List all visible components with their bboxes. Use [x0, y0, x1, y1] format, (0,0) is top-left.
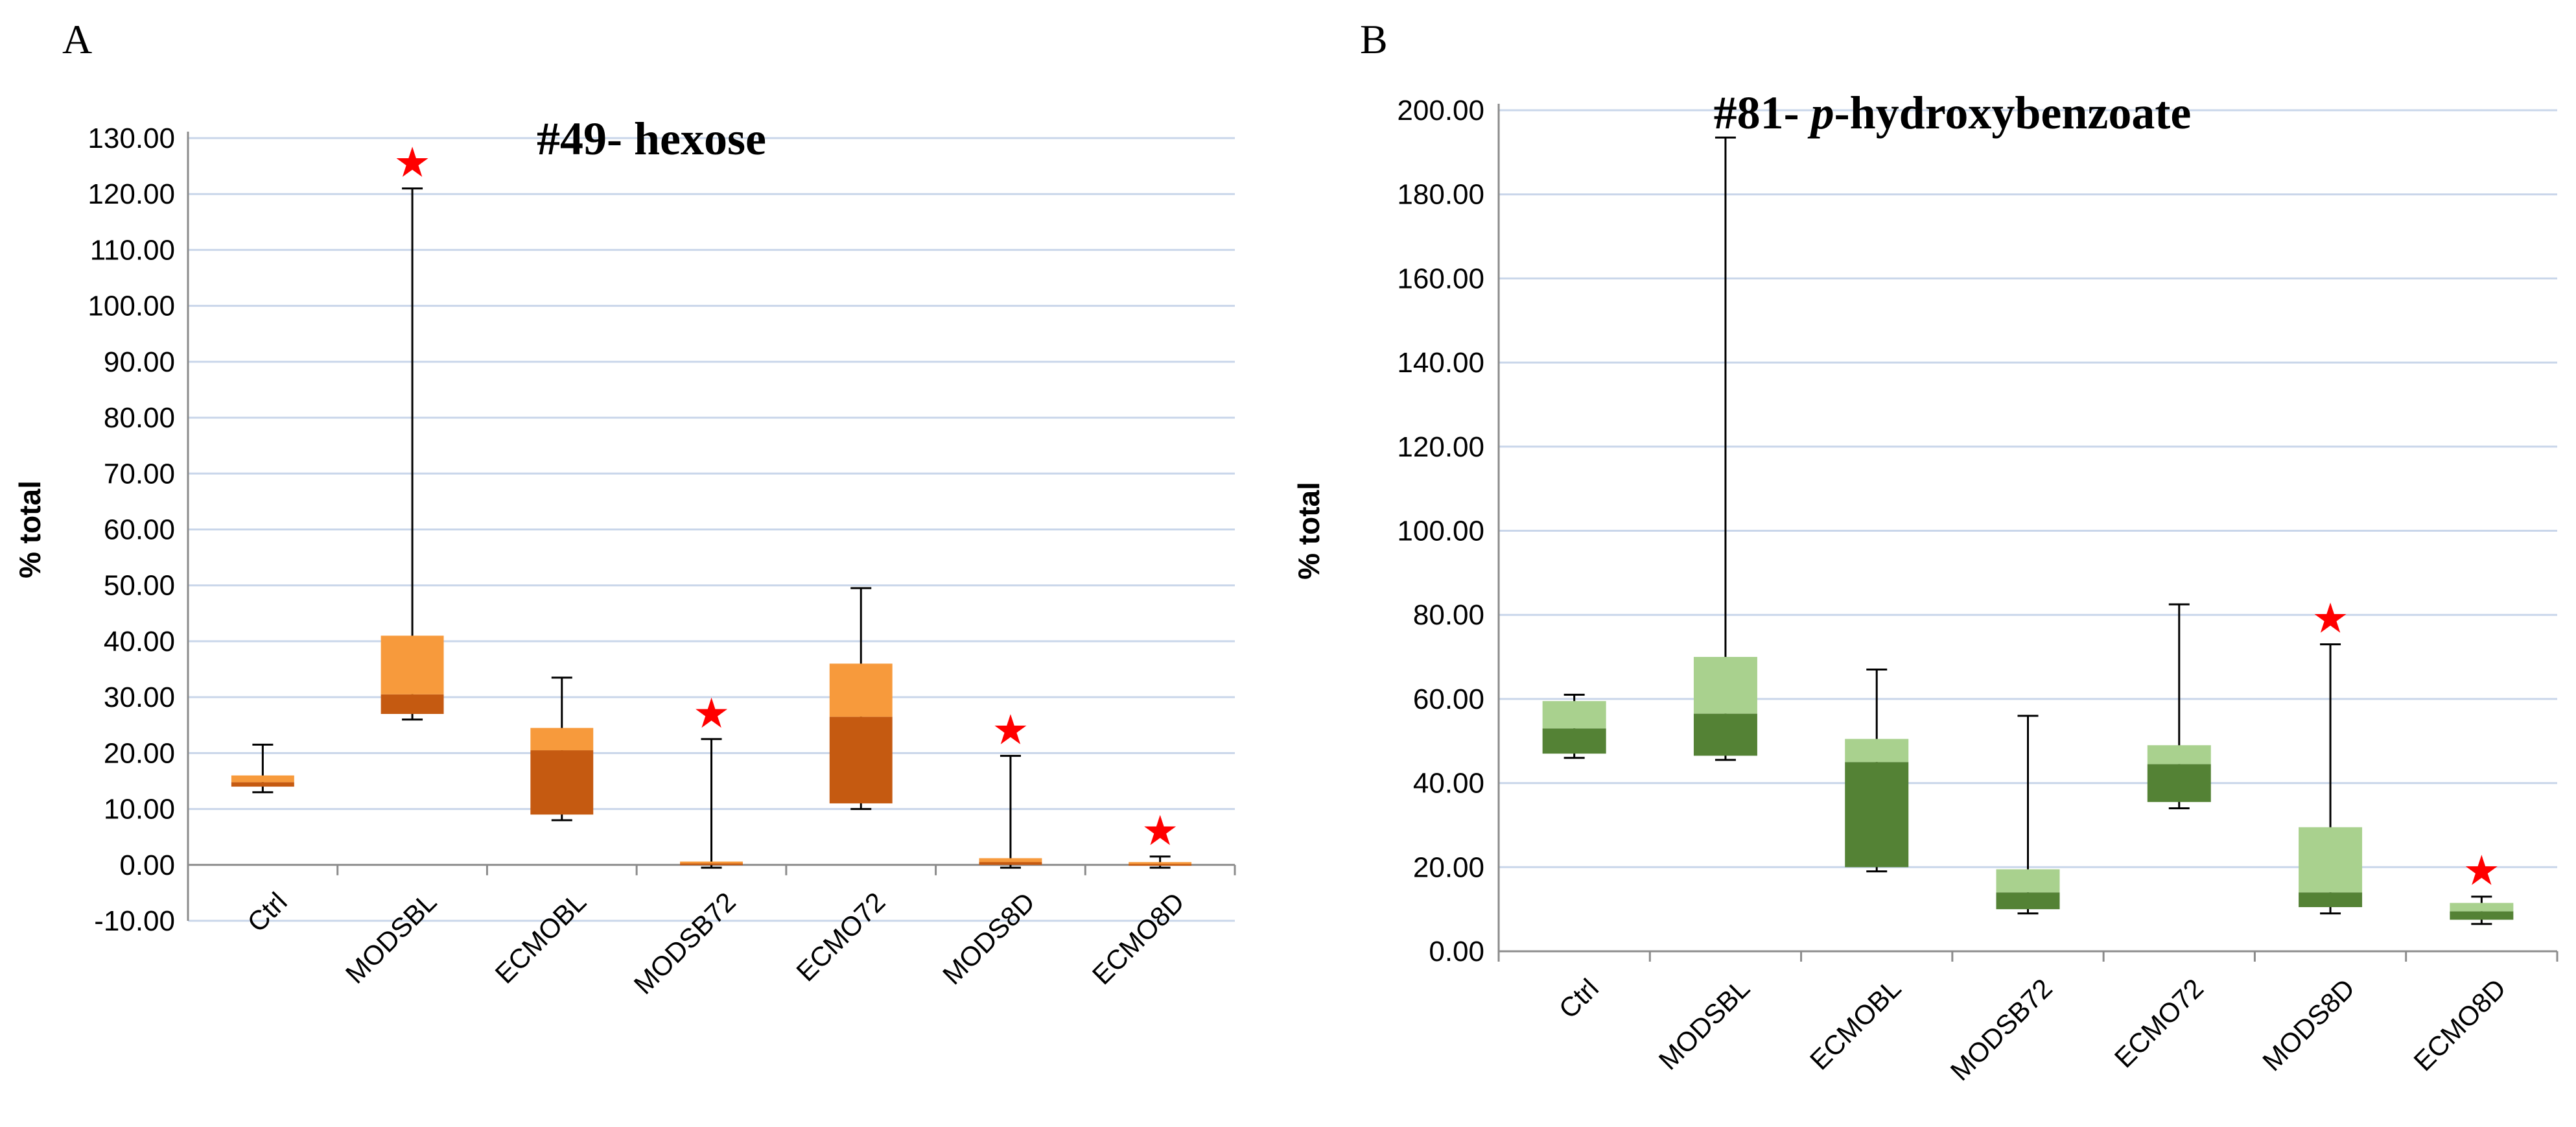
significance-star: ★	[1142, 807, 1178, 855]
significance-star: ★	[693, 690, 730, 738]
y-tick-label: 30.00	[104, 682, 175, 713]
box-upper-MODS8D	[2299, 827, 2363, 893]
box-lower-Ctrl	[1542, 728, 1606, 754]
box-lower-Ctrl	[231, 782, 294, 787]
y-axis-label-b: % total	[1292, 482, 1326, 580]
title-part: -hydroxybenzoate	[1834, 87, 2192, 139]
box-lower-MODS8D	[979, 862, 1042, 865]
y-tick-label: 0.00	[1429, 936, 1484, 967]
chart-panel-a: A -10.00 0.00 10.00 20.00 30.00 40.00 50.00 60.…	[13, 16, 1236, 1000]
x-category-label: ECMO8D	[2407, 973, 2511, 1076]
box-lower-ECMO8D	[2450, 911, 2514, 920]
x-category-label: MODS8D	[937, 886, 1040, 990]
significance-star: ★	[393, 139, 430, 187]
box-lower-ECMOBL	[1845, 762, 1909, 868]
chart-panel-b: B 0.00 20.00 40.00 60.00 80.00 100.00 120.00 14…	[1292, 16, 2558, 1086]
x-category-labels-a: Ctrl MODSBL ECMOBL MODSB72 ECMO72 MODS8D ECMO8…	[241, 886, 1190, 1000]
box-lower-MODSBL	[1693, 713, 1757, 756]
x-category-label: MODSBL	[1653, 973, 1756, 1076]
box-lower-ECMO72	[829, 717, 893, 803]
gridlines-b	[1497, 104, 2558, 962]
y-tick-label: 80.00	[104, 402, 175, 434]
box-upper-ECMO8D	[1129, 862, 1192, 864]
y-tick-label: 200.00	[1397, 95, 1484, 126]
box-lower-MODS8D	[2299, 892, 2363, 907]
y-tick-label: 40.00	[1413, 768, 1484, 800]
y-tick-label: 140.00	[1397, 347, 1484, 379]
box-upper-MODSBL	[381, 635, 444, 694]
x-category-label: Ctrl	[241, 886, 292, 938]
y-tick-label: 130.00	[88, 123, 175, 154]
x-category-label: MODS8D	[2256, 973, 2360, 1076]
box-lower-ECMO72	[2147, 764, 2211, 802]
y-tick-label: 160.00	[1397, 263, 1484, 294]
y-axis-label-a: % total	[13, 480, 47, 578]
box-upper-MODSB72	[1996, 869, 2060, 893]
box-upper-MODSBL	[1693, 657, 1757, 714]
boxes-b: ★★	[1542, 136, 2514, 925]
y-tick-label: 180.00	[1397, 179, 1484, 211]
x-category-label: Ctrl	[1553, 973, 1604, 1024]
x-category-label: MODSBL	[340, 886, 443, 990]
chart-title-a: #49- hexose	[537, 113, 766, 165]
y-tick-label: 60.00	[1413, 683, 1484, 715]
gridlines-a	[187, 132, 1236, 922]
box-lower-ECMOBL	[530, 750, 594, 815]
significance-star: ★	[2463, 848, 2500, 896]
y-tick-label: 10.00	[104, 794, 175, 825]
box-lower-MODSB72	[1996, 892, 2060, 910]
x-category-label: MODSB72	[1945, 973, 2058, 1086]
box-upper-Ctrl	[1542, 701, 1606, 729]
x-category-label: MODSB72	[628, 886, 742, 1000]
title-part: #49- hexose	[537, 113, 766, 165]
y-tick-label: 70.00	[104, 458, 175, 490]
panel-label-b: B	[1360, 16, 1388, 62]
box-upper-ECMOBL	[530, 728, 594, 751]
box-upper-Ctrl	[231, 775, 294, 783]
y-tick-label: 60.00	[104, 514, 175, 546]
chart-title-b: #81- p-hydroxybenzoate	[1714, 87, 2192, 139]
title-part: #81-	[1714, 87, 1811, 139]
y-tick-label: 100.00	[88, 291, 175, 322]
x-category-label: ECMOBL	[1804, 973, 1907, 1076]
y-tick-label: 120.00	[1397, 431, 1484, 463]
box-upper-MODS8D	[979, 858, 1042, 862]
title-part: p	[1807, 87, 1834, 139]
y-tick-label: 80.00	[1413, 599, 1484, 631]
y-tick-label: 100.00	[1397, 516, 1484, 547]
significance-star: ★	[992, 707, 1029, 755]
y-tick-label: 50.00	[104, 570, 175, 602]
x-category-labels-b: Ctrl MODSBL ECMOBL MODSB72 ECMO72 MODS8D ECMO8…	[1553, 973, 2512, 1086]
y-tick-label: 0.00	[119, 849, 175, 881]
box-upper-ECMO72	[2147, 745, 2211, 765]
x-category-label: ECMOBL	[489, 886, 592, 990]
box-upper-ECMO72	[829, 663, 893, 717]
box-lower-MODSB72	[680, 863, 743, 866]
y-tick-label: 90.00	[104, 346, 175, 378]
y-tick-label: 120.00	[88, 178, 175, 210]
y-tick-label: 40.00	[104, 626, 175, 658]
box-upper-ECMOBL	[1845, 739, 1909, 763]
y-tick-label: 20.00	[104, 737, 175, 769]
x-category-label: ECMO72	[790, 886, 891, 987]
significance-star: ★	[2312, 595, 2348, 643]
box-lower-MODSBL	[381, 694, 444, 715]
y-tick-label: -10.00	[94, 905, 175, 937]
y-tick-labels-a: -10.00 0.00 10.00 20.00 30.00 40.00 50.00 60.00…	[88, 123, 175, 937]
y-tick-label: 20.00	[1413, 851, 1484, 883]
box-upper-MODSB72	[680, 861, 743, 864]
box-lower-ECMO8D	[1129, 864, 1192, 866]
box-upper-ECMO8D	[2450, 903, 2514, 912]
y-tick-label: 110.00	[90, 234, 175, 266]
x-category-label: ECMO72	[2109, 973, 2209, 1073]
boxes-a: ★ ★ ★ ★	[231, 139, 1192, 869]
x-category-label: ECMO8D	[1086, 886, 1190, 990]
panel-label-a: A	[62, 16, 92, 62]
y-tick-labels-b: 0.00 20.00 40.00 60.00 80.00 100.00 120.00 140.…	[1397, 95, 1484, 967]
